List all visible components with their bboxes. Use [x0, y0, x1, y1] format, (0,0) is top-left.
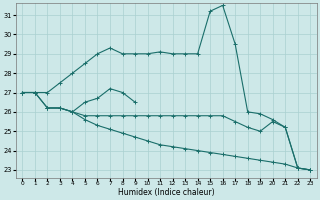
X-axis label: Humidex (Indice chaleur): Humidex (Indice chaleur) — [118, 188, 215, 197]
